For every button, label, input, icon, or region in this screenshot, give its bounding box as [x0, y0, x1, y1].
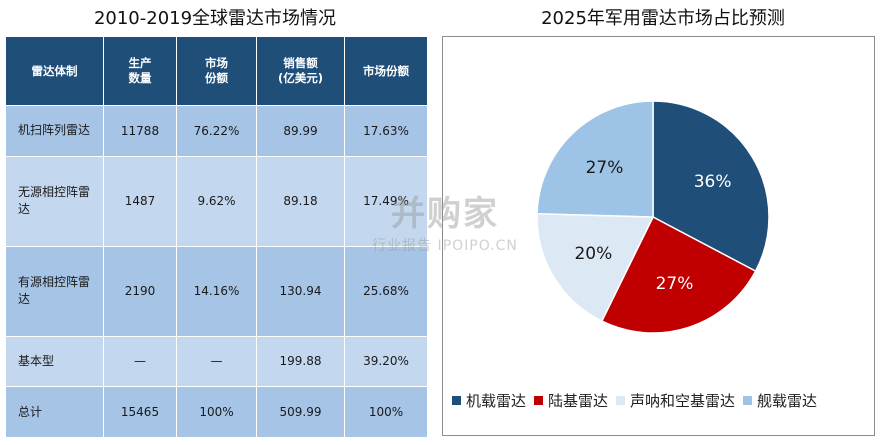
legend-swatch	[534, 396, 544, 405]
header-sales-share: 市场份额	[344, 36, 428, 106]
cell-radar-type: 有源相控阵雷达	[5, 245, 104, 337]
cell-radar-type: 机扫阵列雷达	[5, 105, 104, 157]
pie-slice-label-3: 27%	[586, 158, 624, 178]
legend-label: 舰载雷达	[757, 392, 818, 410]
pie-slice-2	[536, 212, 655, 323]
legend-swatch	[743, 396, 753, 405]
radar-market-table: 雷达体制 生产 数量 市场 份额 销售额 (亿美元) 市场份额 机扫阵列雷达 1178…	[5, 36, 428, 438]
cell-sales: 509.99	[256, 386, 345, 438]
cell-sales-share: 39.20%	[344, 335, 428, 388]
table-row: 无源相控阵雷达 1487 9.62% 89.18 17.49%	[5, 155, 428, 247]
cell-sales-share: 25.68%	[344, 245, 428, 337]
table-title: 2010-2019全球雷达市场情况	[93, 8, 337, 29]
cell-share: 76.22%	[176, 105, 257, 157]
cell-radar-type: 总计	[5, 386, 104, 438]
table-row: 总计 15465 100% 509.99 100%	[5, 386, 428, 438]
cell-sales: 130.94	[256, 245, 345, 337]
cell-share: —	[176, 335, 257, 388]
table-header-row: 雷达体制 生产 数量 市场 份额 销售额 (亿美元) 市场份额	[5, 36, 428, 106]
cell-sales: 89.99	[256, 105, 345, 157]
cell-sales-share: 17.63%	[344, 105, 428, 157]
cell-share: 9.62%	[176, 155, 257, 247]
cell-share: 14.16%	[176, 245, 257, 337]
cell-share: 100%	[176, 386, 257, 438]
cell-qty: 11788	[103, 105, 177, 157]
pie-slice-label-1: 27%	[656, 274, 694, 294]
cell-sales-share: 17.49%	[344, 155, 428, 247]
legend-item-0: 机载雷达	[452, 390, 526, 411]
legend-label: 机载雷达	[466, 392, 527, 410]
cell-qty: —	[103, 335, 177, 388]
cell-qty: 1487	[103, 155, 177, 247]
pie-slice-label-2: 20%	[574, 244, 612, 264]
legend-swatch	[452, 396, 461, 405]
table-row: 有源相控阵雷达 2190 14.16% 130.94 25.68%	[5, 245, 428, 337]
pie-chart: 36% 27% 20% 27%	[536, 100, 770, 334]
cell-radar-type: 基本型	[5, 335, 104, 388]
cell-sales: 199.88	[256, 335, 345, 388]
legend-label: 陆基雷达	[548, 392, 609, 410]
cell-radar-type: 无源相控阵雷达	[5, 155, 104, 247]
pie-slice-0	[652, 100, 770, 273]
header-production-qty: 生产 数量	[103, 36, 177, 106]
legend-item-1: 陆基雷达	[534, 390, 608, 411]
header-sales: 销售额 (亿美元)	[256, 36, 345, 106]
cell-qty: 2190	[103, 245, 177, 337]
chart-legend: 机载雷达 陆基雷达 声呐和空基雷达 舰载雷达	[452, 390, 877, 411]
pie-chart-panel: 36% 27% 20% 27%	[442, 36, 875, 436]
cell-sales-share: 100%	[344, 386, 428, 438]
header-market-share: 市场 份额	[176, 36, 257, 106]
chart-title: 2025年军用雷达市场占比预测	[541, 8, 785, 29]
legend-item-3: 舰载雷达	[743, 390, 817, 411]
legend-label: 声呐和空基雷达	[630, 392, 736, 410]
pie-slice-1	[600, 215, 757, 334]
pie-slice-label-0: 36%	[694, 172, 732, 192]
cell-qty: 15465	[103, 386, 177, 438]
legend-swatch	[616, 396, 626, 405]
cell-sales: 89.18	[256, 155, 345, 247]
table-row: 机扫阵列雷达 11788 76.22% 89.99 17.63%	[5, 105, 428, 157]
legend-item-2: 声呐和空基雷达	[616, 390, 735, 411]
header-radar-type: 雷达体制	[5, 36, 104, 106]
pie-slice-3	[536, 100, 654, 218]
table-row: 基本型 — — 199.88 39.20%	[5, 335, 428, 388]
